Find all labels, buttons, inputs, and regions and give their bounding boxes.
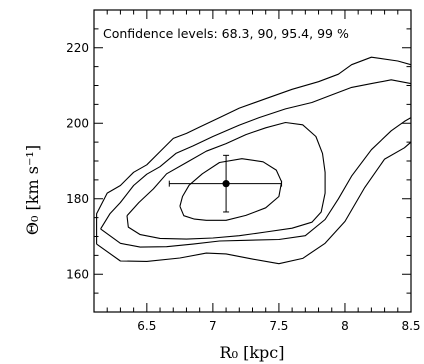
x-tick-label: 8 <box>341 319 349 333</box>
confidence-levels-annotation: Confidence levels: 68.3, 90, 95.4, 99 % <box>103 26 349 41</box>
marker-layer <box>168 154 283 213</box>
plot-frame <box>93 9 412 313</box>
axes-layer: 6.5 7 7.5 8 8.5 160 180 200 220 <box>66 9 421 333</box>
y-tick-label: 200 <box>66 116 89 130</box>
x-axis-label: R₀ [kpc] <box>220 343 285 362</box>
y-axis-label: Θ₀ [km s⁻¹] <box>23 145 42 235</box>
best-fit-point <box>222 180 230 188</box>
x-tick-label: 7.5 <box>269 319 288 333</box>
contour-layer <box>96 56 411 265</box>
contour-90 <box>126 121 326 240</box>
x-tick-label: 8.5 <box>401 319 420 333</box>
x-tick-label: 7 <box>209 319 217 333</box>
contour-99 <box>96 56 411 265</box>
y-tick-label: 220 <box>66 41 89 55</box>
y-tick-label: 160 <box>66 267 89 281</box>
y-tick-label: 180 <box>66 192 89 206</box>
x-tick-label: 6.5 <box>137 319 156 333</box>
contour-68.3 <box>179 158 283 221</box>
contour-95.4 <box>100 79 411 248</box>
